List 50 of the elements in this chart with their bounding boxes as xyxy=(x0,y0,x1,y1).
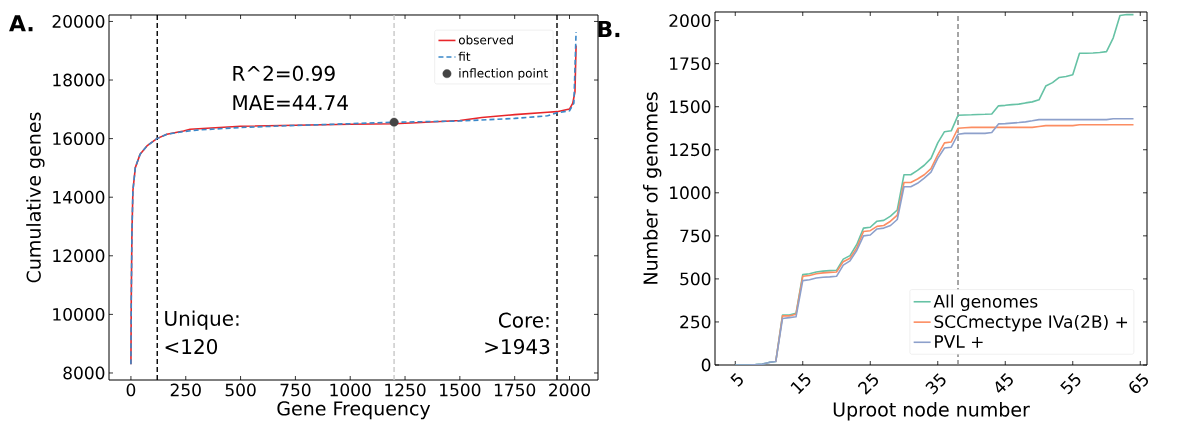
x-tick-label: 500 xyxy=(225,383,256,397)
legend-label: fit xyxy=(458,51,471,61)
x-tick-label: 750 xyxy=(280,383,311,397)
y-tick-label: 750 xyxy=(680,229,711,243)
x-tick-label: 1000 xyxy=(330,383,371,397)
y-tick-label: 500 xyxy=(680,272,711,286)
y-tick-label: 14000 xyxy=(53,190,105,204)
x-tick-label: 45 xyxy=(995,373,1013,393)
legend-label: SCCmectype IVa(2B) + xyxy=(934,314,1128,332)
x-tick-label: 5 xyxy=(730,373,743,387)
legend-label: inflection point xyxy=(459,68,548,80)
legend-label: observed xyxy=(458,35,513,45)
x-tick-label: 65 xyxy=(1129,373,1149,394)
x-tick-label: 1500 xyxy=(440,383,481,397)
x-tick-label: 1750 xyxy=(494,383,536,397)
y-tick-label: 16000 xyxy=(53,132,105,146)
x-tick-label: 55 xyxy=(1060,373,1081,395)
y-axis-title: Number of genomes xyxy=(642,92,662,284)
y-axis-title: Cumulative genes xyxy=(26,112,45,283)
x-tick-label: 2000 xyxy=(549,383,590,397)
annotation: Core: xyxy=(498,312,549,328)
y-tick-label: 1500 xyxy=(670,100,711,114)
annotation: <120 xyxy=(165,339,218,355)
annotation: MAE=44.74 xyxy=(233,95,348,110)
x-axis-title: Gene Frequency xyxy=(277,401,431,420)
annotation: R^2=0.99 xyxy=(233,65,335,81)
y-tick-label: 18000 xyxy=(53,73,105,87)
x-axis-title: Uproot node number xyxy=(833,401,1030,421)
y-tick-label: 0 xyxy=(701,358,711,372)
y-tick-label: 20000 xyxy=(52,15,105,28)
annotation: >1943 xyxy=(485,339,550,355)
y-tick-label: 10000 xyxy=(53,307,105,321)
y-tick-label: 12000 xyxy=(53,249,105,263)
legend-label: PVL + xyxy=(935,335,983,348)
x-tick-label: 0 xyxy=(126,383,136,397)
y-tick-label: 8000 xyxy=(63,366,105,380)
y-tick-label: 2000 xyxy=(669,14,711,28)
legend-label: All genomes xyxy=(933,294,1038,312)
x-tick-label: 250 xyxy=(170,383,201,397)
y-tick-label: 250 xyxy=(680,315,711,329)
text: A. xyxy=(9,15,33,32)
x-tick-label: 15 xyxy=(790,373,811,394)
x-tick-label: 1250 xyxy=(385,383,426,397)
text: B. xyxy=(598,21,620,38)
y-tick-label: 1250 xyxy=(670,143,711,157)
y-tick-label: 1750 xyxy=(670,57,711,71)
x-tick-label: 25 xyxy=(857,373,879,395)
y-tick-label: 1000 xyxy=(670,186,711,200)
x-tick-label: 35 xyxy=(925,373,946,395)
annotation: Unique: xyxy=(165,310,239,330)
